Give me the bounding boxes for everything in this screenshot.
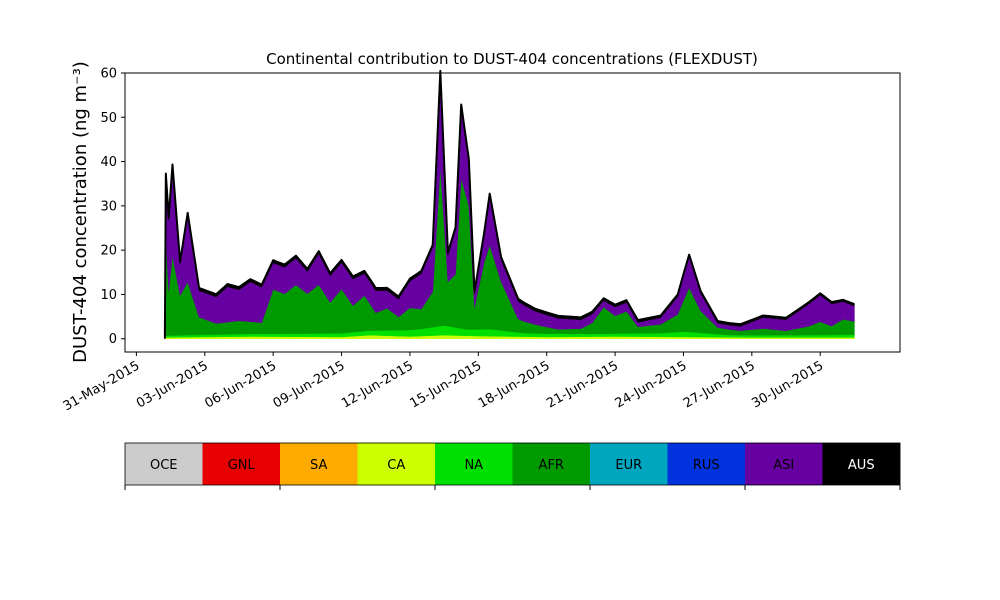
x-tick-label: 24-Jun-2015 — [613, 358, 690, 411]
colorbar-swatch-oce — [125, 443, 203, 485]
area-afr — [164, 166, 855, 336]
y-tick-label: 0 — [109, 332, 117, 347]
x-axis: 31-May-201503-Jun-201506-Jun-201509-Jun-… — [61, 352, 826, 414]
colorbar-swatch-rus — [667, 443, 746, 485]
x-tick-label: 31-May-2015 — [61, 358, 143, 414]
colorbar-swatch-aus — [822, 443, 901, 485]
colorbar-label: ASI — [773, 458, 794, 473]
total-concentration-line — [163, 69, 855, 339]
x-tick-label: 15-Jun-2015 — [407, 358, 484, 411]
chart-title: Continental contribution to DUST-404 con… — [266, 50, 758, 68]
y-axis: 0 10 20 30 40 50 60 — [100, 67, 125, 347]
y-tick-label: 40 — [100, 155, 117, 170]
colorbar-swatch-asi — [745, 443, 823, 485]
y-tick-label: 30 — [100, 199, 117, 214]
plot-frame — [124, 72, 901, 353]
y-tick-label: 20 — [100, 244, 117, 259]
y-tick-label: 60 — [100, 67, 117, 82]
colorbar-label: AFR — [539, 458, 564, 473]
y-tick-label: 50 — [100, 111, 117, 126]
x-tick-label: 03-Jun-2015 — [134, 358, 211, 411]
x-tick-label: 06-Jun-2015 — [202, 358, 279, 411]
colorbar-label: GNL — [228, 458, 256, 473]
y-axis-label: DUST-404 concentration (ng m⁻³) — [70, 61, 91, 363]
x-tick-label: 27-Jun-2015 — [681, 358, 758, 411]
colorbar-label: EUR — [615, 458, 642, 473]
colorbar-swatch-gnl — [202, 443, 281, 485]
stacked-areas — [164, 70, 855, 339]
colorbar-label: NA — [464, 458, 483, 473]
colorbar-label: AUS — [848, 458, 875, 473]
x-tick-label: 30-Jun-2015 — [749, 358, 826, 411]
colorbar-label: RUS — [693, 458, 720, 473]
area-asi — [164, 73, 855, 334]
region-colorbar: OCE GNL SA CA NA AFR EUR RUS ASI AUS — [124, 442, 901, 490]
colorbar-swatch-afr — [512, 443, 591, 485]
x-tick-label: 09-Jun-2015 — [271, 358, 348, 411]
x-tick-label: 21-Jun-2015 — [544, 358, 621, 411]
colorbar-swatch-sa — [280, 443, 358, 485]
x-tick-label: 18-Jun-2015 — [476, 358, 553, 411]
colorbar-label: CA — [387, 458, 405, 473]
colorbar-swatch-eur — [590, 443, 668, 485]
colorbar-swatch-ca — [357, 443, 436, 485]
colorbar-frame — [124, 442, 901, 486]
colorbar-label: OCE — [150, 458, 178, 473]
colorbar-label: SA — [310, 458, 327, 473]
colorbar-swatch-na — [435, 443, 513, 485]
y-tick-label: 10 — [100, 288, 117, 303]
x-tick-label: 12-Jun-2015 — [339, 358, 416, 411]
